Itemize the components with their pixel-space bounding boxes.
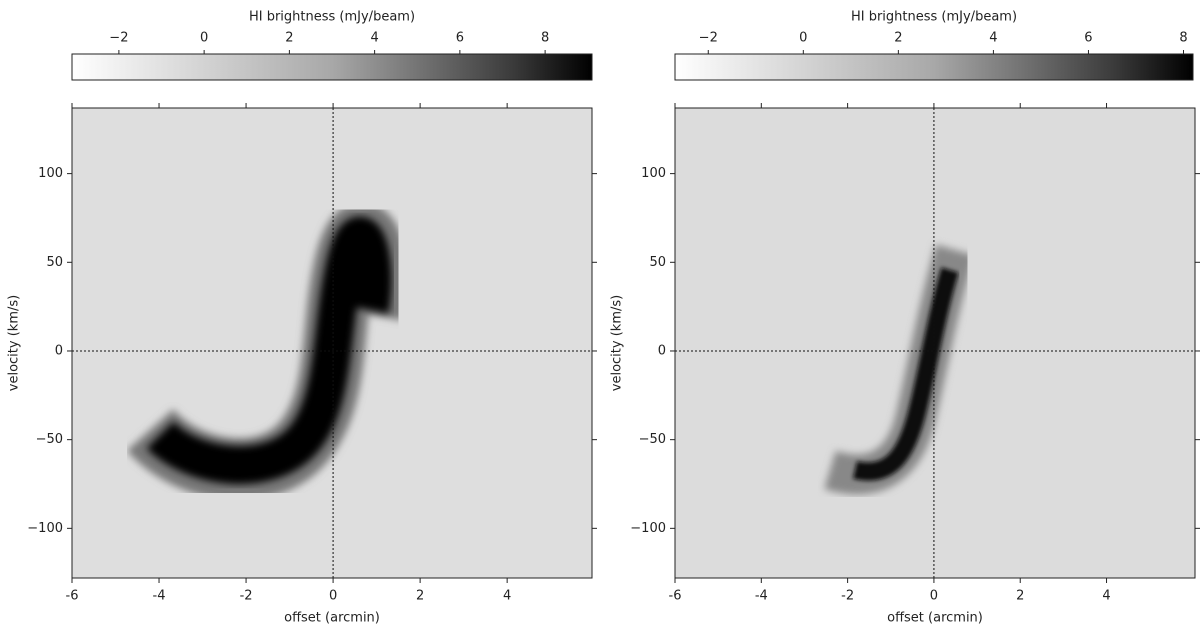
x-axis-label: offset (arcmin) — [284, 611, 380, 626]
x-tick-label: -6 — [66, 589, 79, 604]
colorbar — [71, 53, 593, 81]
colorbar-tick-label: −2 — [109, 31, 128, 46]
plot-frame — [71, 107, 593, 579]
x-tick-label: 2 — [416, 589, 424, 604]
colorbar-tick-label: 6 — [1084, 31, 1092, 46]
x-tick-label: 2 — [1016, 589, 1024, 604]
pv-image — [675, 108, 1195, 578]
colorbar-tick-label: 4 — [989, 31, 997, 46]
pv-image — [72, 108, 592, 578]
x-tick-label: -4 — [755, 589, 768, 604]
y-axis-label: velocity (km/s) — [7, 295, 22, 391]
colorbar-tick-label: 2 — [894, 31, 902, 46]
x-tick-label: 0 — [930, 589, 938, 604]
x-tick-label: -2 — [841, 589, 854, 604]
y-tick-label: 100 — [641, 166, 666, 181]
colorbar-label: HI brightness (mJy/beam) — [249, 10, 415, 25]
colorbar-label: HI brightness (mJy/beam) — [851, 10, 1017, 25]
colorbar-tick-label: 6 — [456, 31, 464, 46]
colorbar-tick-label: 8 — [541, 31, 549, 46]
colorbar-tick-label: 2 — [285, 31, 293, 46]
x-axis-label: offset (arcmin) — [887, 611, 983, 626]
y-tick-label: −50 — [639, 432, 666, 447]
colorbar-tick-label: −2 — [699, 31, 718, 46]
y-tick-label: 0 — [658, 343, 666, 358]
y-tick-label: −50 — [36, 432, 63, 447]
y-axis-label: velocity (km/s) — [610, 295, 625, 391]
x-tick-label: -6 — [669, 589, 682, 604]
x-tick-label: 0 — [329, 589, 337, 604]
x-tick-label: -4 — [153, 589, 166, 604]
colorbar-tick-label: 0 — [200, 31, 208, 46]
colorbar-tick-label: 0 — [799, 31, 807, 46]
x-tick-label: 4 — [1102, 589, 1110, 604]
y-tick-label: −100 — [630, 521, 666, 536]
colorbar-tick-label: 4 — [370, 31, 378, 46]
y-tick-label: 50 — [649, 255, 666, 270]
colorbar-tick-label: 8 — [1179, 31, 1187, 46]
y-tick-label: −100 — [27, 521, 63, 536]
y-tick-label: 50 — [46, 255, 63, 270]
x-tick-label: -2 — [240, 589, 253, 604]
y-tick-label: 100 — [38, 166, 63, 181]
y-tick-label: 0 — [55, 343, 63, 358]
x-tick-label: 4 — [503, 589, 511, 604]
plot-frame — [674, 107, 1196, 579]
colorbar — [674, 53, 1194, 81]
